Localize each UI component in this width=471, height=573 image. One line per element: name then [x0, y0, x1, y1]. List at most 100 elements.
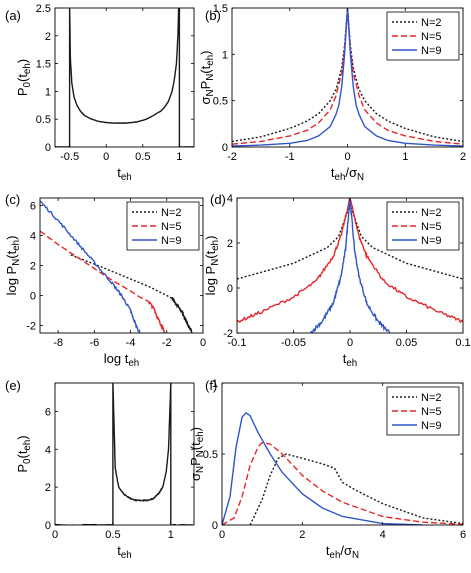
- y-tick-label: 0: [45, 520, 51, 532]
- x-tick-label: -2: [227, 151, 237, 163]
- x-tick-label: 1: [402, 151, 408, 163]
- x-tick-label: 0.5: [135, 151, 150, 163]
- x-tick-label: 6: [460, 529, 466, 541]
- series-line-e-0: [55, 383, 194, 525]
- panel-label: (a): [5, 8, 21, 23]
- axes-frame: [54, 7, 195, 148]
- legend: N=2 N=5 N=9: [126, 201, 200, 251]
- panel-e: 0 0.5 1 0 2 4 6 (e) teh P0(teh): [5, 378, 195, 561]
- x-tick-label: 0: [200, 337, 206, 349]
- x-tick-label: 0.05: [396, 337, 417, 349]
- legend-entry: N=9: [161, 235, 182, 247]
- y-tick-label: 0: [212, 520, 218, 532]
- legend-entry: N=5: [421, 221, 442, 233]
- y-tick-label: 1.5: [36, 59, 51, 71]
- y-tick-label: 6: [45, 406, 51, 418]
- x-tick-label: 4: [380, 529, 386, 541]
- series-line-f-1: [222, 441, 463, 525]
- x-tick-label: 0: [219, 529, 225, 541]
- x-axis-label: log teh: [104, 351, 139, 369]
- y-tick-label: 0: [30, 291, 36, 303]
- x-tick-label: 0: [347, 337, 353, 349]
- y-tick-label: 2: [227, 238, 233, 250]
- series-line-c-0: [70, 254, 173, 300]
- series-line-c-2: [40, 230, 150, 303]
- y-tick-label: -2: [223, 328, 233, 340]
- legend-entry: N=2: [161, 207, 182, 219]
- x-tick-label: -1: [285, 151, 295, 163]
- y-tick-label: 2.5: [36, 3, 51, 15]
- x-tick-label: -8: [53, 337, 63, 349]
- panel-f: 0 2 4 6 0 0.5 1(f) teh/σN σNPN(teh) N=2 N=5 N=9: [188, 378, 466, 561]
- axes-frame: [54, 382, 195, 526]
- y-tick-label: 0.5: [36, 114, 51, 126]
- y-axis-label: σNPN(teh): [198, 51, 216, 105]
- series-line-d-2: [310, 198, 391, 333]
- x-tick-label: -2: [162, 337, 172, 349]
- panel-b: -2 -1 0 1 200.511.5(b)teh/σNσNPN(teh)N=2N=5N…: [198, 3, 466, 183]
- legend-entry: N=5: [421, 31, 442, 43]
- x-tick-label: 0.1: [455, 337, 470, 349]
- legend-entry: N=5: [421, 406, 442, 418]
- series-line-f-2: [222, 411, 423, 525]
- legend-entry: N=2: [421, 392, 442, 404]
- x-tick-label: -0.1: [228, 337, 247, 349]
- y-axis-label: log PN(teh): [4, 236, 22, 296]
- x-tick-label: 1: [176, 151, 182, 163]
- y-tick-label: 2: [45, 482, 51, 494]
- y-tick-label: 0: [222, 142, 228, 154]
- x-tick-label: 2: [460, 151, 466, 163]
- y-tick-label: 4: [30, 231, 36, 243]
- panel-label: (e): [5, 378, 21, 393]
- y-tick-label: 1: [212, 378, 218, 390]
- y-tick-label: 6: [30, 201, 36, 213]
- series-line-a-0: [55, 8, 194, 147]
- y-tick-label: 0.5: [203, 449, 218, 461]
- panel-label: (d): [210, 192, 226, 207]
- series-line-f-0: [249, 453, 463, 525]
- x-tick-label: -4: [126, 337, 136, 349]
- panel-label: (b): [205, 8, 221, 23]
- y-tick-label: 0: [227, 283, 233, 295]
- x-tick-label: -0.5: [60, 151, 79, 163]
- x-axis-label: teh/σN: [326, 543, 359, 561]
- x-tick-label: 1: [168, 529, 174, 541]
- legend: N=2 N=5 N=9: [386, 201, 460, 251]
- x-axis-label: teh/σN: [331, 165, 364, 183]
- series-line-c-1: [171, 297, 193, 333]
- x-tick-label: -0.05: [281, 337, 306, 349]
- x-tick-label: 0: [52, 529, 58, 541]
- x-axis-label: teh: [343, 351, 357, 369]
- y-axis-label: log PN(teh): [203, 236, 221, 296]
- y-tick-label: 4: [227, 193, 233, 205]
- x-axis-label: teh: [117, 165, 131, 183]
- series-line-b-1: [232, 8, 463, 145]
- y-tick-label: 4: [45, 444, 51, 456]
- x-tick-label: 0: [103, 151, 109, 163]
- y-tick-label: 1: [222, 49, 228, 61]
- x-tick-label: 2: [299, 529, 305, 541]
- series-line-b-2: [232, 8, 463, 147]
- series-line-c-3: [148, 300, 166, 333]
- y-tick-label: -2: [26, 321, 36, 333]
- x-tick-label: 0.5: [105, 529, 120, 541]
- y-axis-label: P0(teh): [15, 435, 33, 472]
- y-tick-label: 0.5: [213, 96, 228, 108]
- panel-label: (f): [205, 378, 217, 393]
- series-line-c-4: [40, 200, 141, 333]
- x-tick-label: 0: [344, 151, 350, 163]
- panel-label: (c): [5, 192, 20, 207]
- legend-entry: N=2: [421, 17, 442, 29]
- legend-entry: N=9: [421, 235, 442, 247]
- legend-entry: N=5: [161, 221, 182, 233]
- y-tick-label: 1.5: [213, 3, 228, 15]
- legend-entry: N=2: [421, 207, 442, 219]
- legend-entry: N=9: [421, 420, 442, 432]
- y-tick-label: 0: [45, 142, 51, 154]
- y-axis-label: σNPN(teh): [188, 427, 206, 481]
- y-tick-label: 1: [45, 86, 51, 98]
- panel-a: -0.5 0 0.5 1 0 0.5 1 1.5 2 2.5 (a) teh P0(teh): [5, 3, 195, 183]
- legend: N=2 N=5 N=9: [386, 386, 460, 436]
- x-axis-label: teh: [117, 543, 131, 561]
